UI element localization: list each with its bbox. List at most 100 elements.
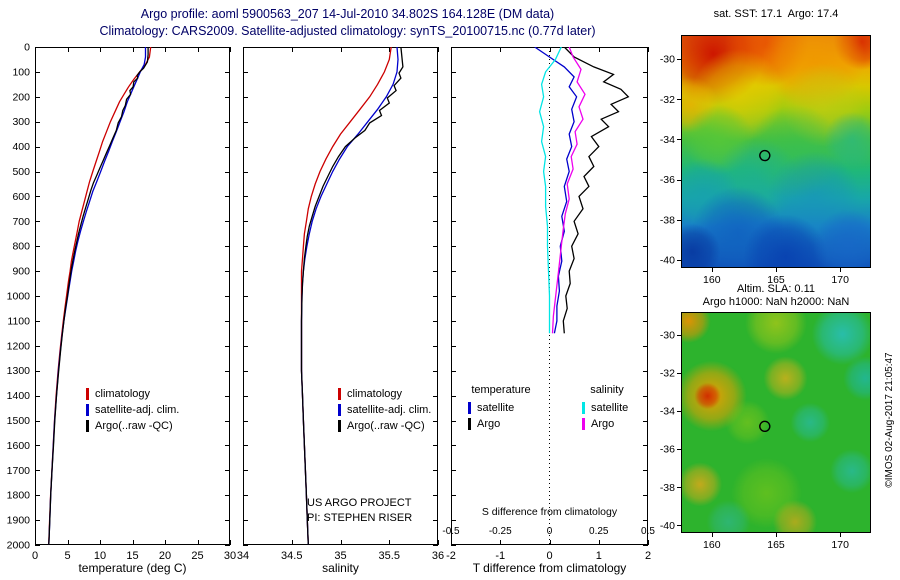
x-tick-label: 1 — [596, 550, 602, 562]
legend-item-satellite-adj-clim: satellite-adj. clim. — [86, 402, 179, 418]
legend-item-satellite-adj-clim: satellite-adj. clim. — [338, 402, 431, 418]
series-group — [300, 47, 404, 545]
depth-tick-label: 1700 — [7, 465, 31, 477]
legend-item-climatology: climatology — [338, 386, 431, 402]
series-climatology — [48, 47, 152, 545]
x-tick-label: 2 — [645, 550, 651, 562]
latitude-tick-label: -36 — [660, 444, 675, 456]
float-position-marker — [759, 420, 771, 433]
x-tick-label: 36 — [432, 550, 444, 562]
legend-label-s-argo: Argo — [591, 418, 615, 430]
longitude-tick-label: 165 — [767, 539, 785, 551]
latitude-tick-label: -40 — [660, 254, 675, 266]
series-s-diff-argo — [551, 47, 586, 334]
figure-title-line2: Climatology: CARS2009. Satellite-adjuste… — [99, 24, 596, 38]
x-tick-label: -2 — [446, 550, 456, 562]
series-t-diff-argo — [562, 47, 630, 334]
legend-label-climatology: climatology — [95, 388, 151, 400]
x-tick-label: -1 — [495, 550, 505, 562]
temperature-axis-label: temperature (deg C) — [78, 561, 187, 575]
latitude-tick-label: -36 — [660, 174, 675, 186]
temperature-legend-column: temperature satellite Argo — [458, 384, 544, 432]
legend-label-s-satellite: satellite — [591, 402, 629, 414]
depth-tick-label: 200 — [12, 91, 30, 103]
legend-item-argo: Argo(..raw -QC) — [86, 418, 179, 434]
depth-tick-label: 400 — [12, 141, 30, 153]
legend-item-s-argo: Argo — [582, 416, 642, 432]
depth-tick-label: 700 — [12, 216, 30, 228]
depth-tick-label: 1100 — [7, 315, 30, 327]
legend-item-t-satellite: satellite — [468, 400, 544, 416]
latitude-tick-label: -32 — [660, 367, 675, 379]
map-border — [681, 35, 871, 268]
longitude-tick-label: 170 — [831, 274, 849, 286]
legend-label-satellite-adj-clim: satellite-adj. clim. — [95, 404, 180, 416]
legend-label-argo: Argo(..raw -QC) — [347, 420, 425, 432]
s-axis-tick-label: 0 — [547, 526, 553, 537]
depth-tick-label: 500 — [12, 166, 30, 178]
legend-header-temperature: temperature — [471, 384, 531, 396]
latitude-tick-label: -30 — [660, 54, 675, 66]
legend-header-salinity: salinity — [590, 384, 624, 396]
legend-item-climatology: climatology — [86, 386, 179, 402]
panel-border — [243, 47, 438, 545]
series-group — [534, 47, 630, 334]
copyright-watermark: ©IMOS 02-Aug-2017 21:05:47 — [884, 352, 895, 488]
legend-label-satellite-adj-clim: satellite-adj. clim. — [347, 404, 432, 416]
climatology-line-swatch — [86, 388, 89, 400]
depth-tick-label: 2000 — [7, 540, 31, 552]
t-satellite-line-swatch — [468, 402, 471, 414]
x-tick-label: 25 — [191, 550, 203, 562]
sst-map-image — [681, 35, 871, 268]
climatology-line-swatch — [338, 388, 341, 400]
x-tick-label: 34 — [237, 550, 249, 562]
sla-map-title-line1: Altim. SLA: 0.11 — [736, 283, 816, 295]
legend-item-s-satellite: satellite — [582, 400, 642, 416]
longitude-tick-label: 165 — [767, 274, 785, 286]
depth-tick-label: 1500 — [7, 415, 31, 427]
sla-map-image — [681, 312, 871, 533]
argo-project-note: US ARGO PROJECT PI: STEPHEN RISER — [307, 496, 412, 526]
x-tick-label: 35 — [334, 550, 346, 562]
series-satellite-adjusted-climatology — [48, 47, 147, 545]
series-argo — [300, 47, 404, 545]
legend-item-argo: Argo(..raw -QC) — [338, 418, 431, 434]
longitude-tick-label: 160 — [703, 539, 721, 551]
sst-map-title: sat. SST: 17.1 Argo: 17.4 — [713, 8, 839, 20]
depth-tick-label: 0 — [24, 42, 30, 54]
float-position-marker — [759, 149, 771, 162]
salinity-panel-legend: climatology satellite-adj. clim. Argo(..… — [338, 386, 431, 434]
s-argo-line-swatch — [582, 418, 585, 430]
depth-tick-label: 1900 — [7, 515, 31, 527]
depth-tick-label: 1600 — [7, 440, 31, 452]
depth-tick-label: 1400 — [7, 390, 31, 402]
longitude-tick-label: 160 — [703, 274, 721, 286]
x-tick-label: 10 — [94, 550, 106, 562]
panel-border — [35, 47, 230, 545]
map-border — [681, 312, 871, 533]
x-tick-label: 0 — [32, 550, 38, 562]
legend-label-t-satellite: satellite — [477, 402, 515, 414]
latitude-tick-label: -34 — [660, 134, 675, 146]
temperature-panel-legend: climatology satellite-adj. clim. Argo(..… — [86, 386, 179, 434]
depth-tick-label: 1000 — [7, 291, 31, 303]
depth-tick-label: 100 — [12, 66, 30, 78]
depth-tick-label: 800 — [12, 241, 30, 253]
depth-tick-label: 1300 — [7, 365, 31, 377]
s-satellite-line-swatch — [582, 402, 585, 414]
legend-item-t-argo: Argo — [468, 416, 544, 432]
latitude-tick-label: -40 — [660, 520, 675, 532]
latitude-tick-label: -34 — [660, 406, 675, 418]
series-argo — [48, 47, 149, 545]
series-s-diff-satellite — [538, 47, 562, 334]
s-axis-tick-label: 0.5 — [641, 526, 655, 537]
longitude-tick-label: 170 — [831, 539, 849, 551]
latitude-tick-label: -38 — [660, 214, 675, 226]
satellite-clim-line-swatch — [86, 404, 89, 416]
argo-line-swatch — [338, 420, 341, 432]
latitude-tick-label: -32 — [660, 94, 675, 106]
x-tick-label: 0 — [546, 550, 552, 562]
figure-title-line1: Argo profile: aoml 5900563_207 14-Jul-20… — [140, 7, 555, 21]
